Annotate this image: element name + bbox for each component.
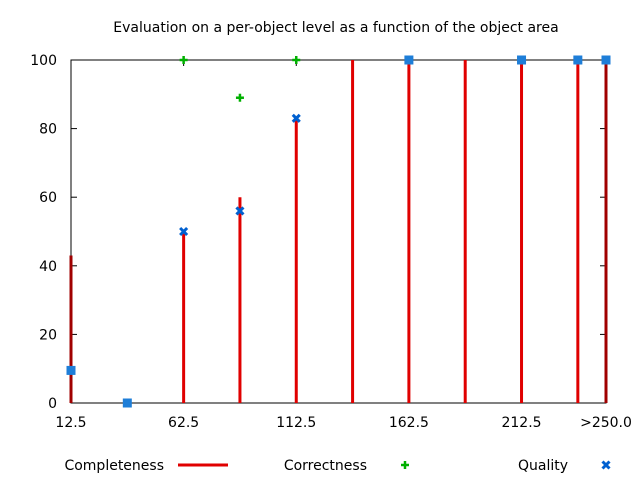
x-tick-label: 62.5 [168,415,199,431]
y-tick-label: 80 [39,122,57,138]
quality-point [179,226,189,237]
x-tick-label: >250.0 [580,415,632,431]
x-tick-label: 12.5 [55,415,86,431]
overlap-point [517,55,527,65]
y-tick-label: 40 [39,259,57,275]
overlap-point [573,55,583,65]
chart-title: Evaluation on a per-object level as a fu… [113,20,558,36]
quality-point [291,113,301,123]
axes: 0 20 40 60 80 100 12.5 62.5 112.5 162.5 212.5 >250.… [30,53,632,431]
legend-label-correctness: Correctness [284,458,367,474]
correctness-point [292,56,301,64]
quality-point-b [235,206,245,216]
quality-point [235,206,245,216]
quality-point-b [291,113,301,123]
y-tick-label: 20 [39,327,57,343]
overlap-point [122,398,132,408]
x-tick-label: 212.5 [501,415,541,431]
chart-marks [66,55,611,408]
x-tick-label: 162.5 [389,415,429,431]
correctness-point [179,56,188,64]
y-tick-label: 60 [39,190,57,206]
y-tick-label: 100 [30,53,57,69]
legend-swatch-quality [601,460,611,470]
overlap-point [66,365,76,375]
quality-point-b [179,226,189,237]
x-tick-label: 112.5 [276,415,316,431]
legend-swatch-quality-b [601,460,611,470]
overlap-point [601,55,611,65]
legend-label-quality: Quality [518,458,568,474]
legend-label-completeness: Completeness [64,458,164,474]
y-tick-label: 0 [48,396,57,412]
correctness-point [235,93,244,102]
overlap-point [404,55,414,65]
legend-swatch-correctness [401,461,409,469]
legend: Completeness Correctness Quality [64,458,611,474]
plot-frame [70,59,607,404]
